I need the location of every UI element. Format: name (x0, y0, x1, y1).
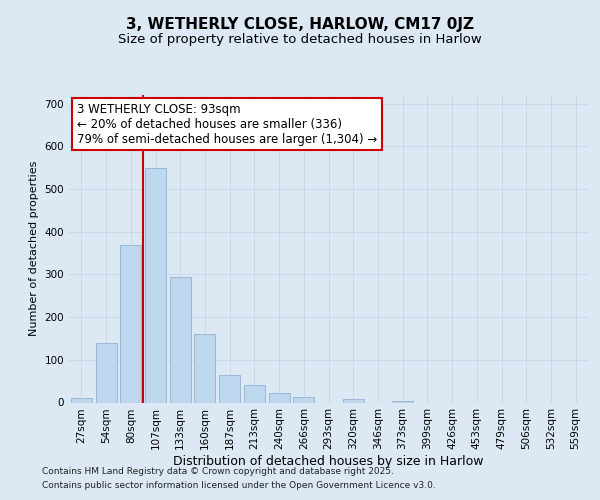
Bar (95, 342, 116, 402)
Text: 3, WETHERLY CLOSE, HARLOW, CM17 0JZ: 3, WETHERLY CLOSE, HARLOW, CM17 0JZ (126, 18, 474, 32)
Bar (343, 399, 364, 402)
Bar (71, 398, 92, 402)
Bar (244, 386, 265, 402)
Text: 3 WETHERLY CLOSE: 93sqm
← 20% of detached houses are smaller (336)
79% of semi-d: 3 WETHERLY CLOSE: 93sqm ← 20% of detache… (77, 102, 377, 146)
Text: Contains public sector information licensed under the Open Government Licence v3: Contains public sector information licen… (42, 481, 436, 490)
Bar (392, 401, 413, 402)
Bar (219, 374, 240, 402)
Bar (145, 168, 166, 402)
Text: Size of property relative to detached houses in Harlow: Size of property relative to detached ho… (118, 32, 482, 46)
Y-axis label: Number of detached properties: Number of detached properties (29, 161, 39, 336)
Bar (269, 393, 290, 402)
Bar (170, 278, 191, 402)
Bar (293, 397, 314, 402)
Text: Contains HM Land Registry data © Crown copyright and database right 2025.: Contains HM Land Registry data © Crown c… (42, 467, 394, 476)
X-axis label: Distribution of detached houses by size in Harlow: Distribution of detached houses by size … (173, 455, 484, 468)
Bar (194, 334, 215, 402)
Bar (120, 246, 141, 402)
